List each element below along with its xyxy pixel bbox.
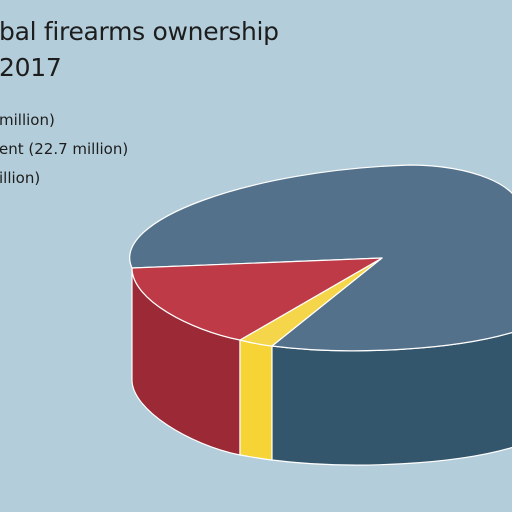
chart-legend: million) ent (22.7 million) illion) bbox=[0, 106, 128, 193]
legend-entry-1: million) bbox=[0, 111, 55, 129]
chart-title-line-2: 2017 bbox=[0, 53, 62, 82]
pie-side-law-enforcement bbox=[239, 339, 273, 461]
chart-title: bal firearms ownership 2017 bbox=[0, 14, 279, 86]
legend-entry-2: ent (22.7 million) bbox=[0, 140, 129, 158]
pie-top-civilian bbox=[131, 257, 383, 341]
pie-top-military bbox=[129, 164, 512, 352]
chart-title-line-1: bal firearms ownership bbox=[0, 17, 279, 46]
legend-entry-3: illion) bbox=[0, 169, 41, 187]
